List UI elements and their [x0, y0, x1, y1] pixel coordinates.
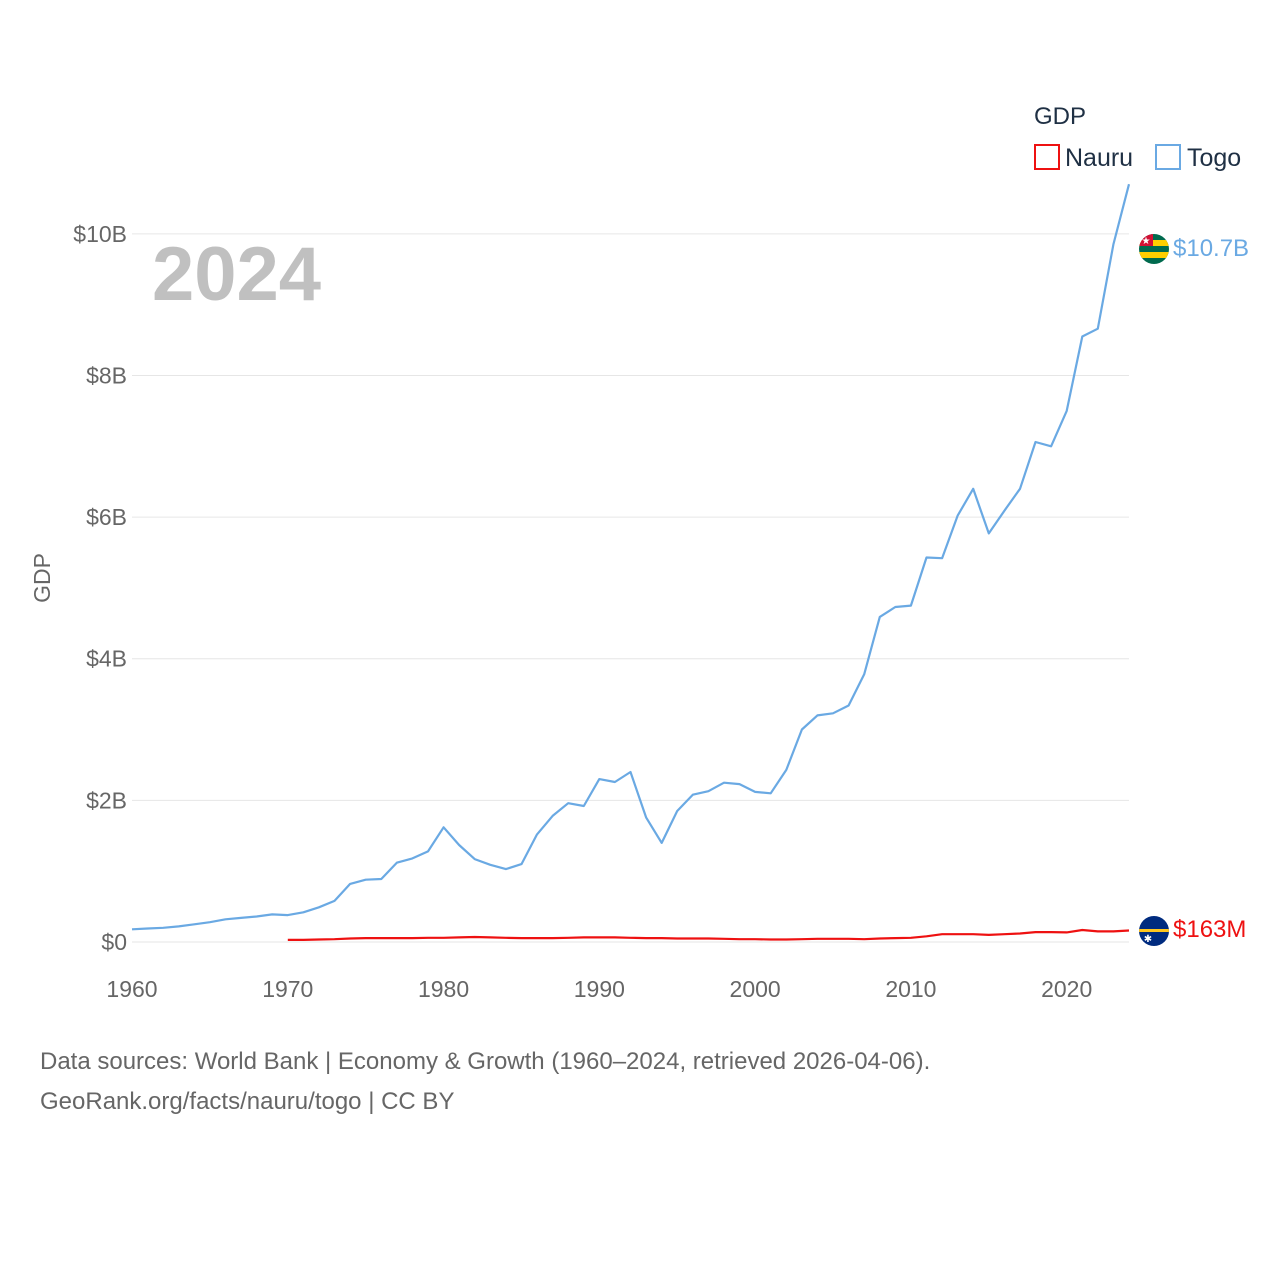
legend-title: GDP [1034, 103, 1086, 130]
series-lines [131, 183, 1131, 942]
x-tick-label: 1960 [106, 976, 157, 1002]
x-tick-label: 1970 [262, 976, 313, 1002]
legend-nauru-label[interactable]: Nauru [1065, 144, 1133, 172]
legend-togo-swatch[interactable] [1155, 144, 1181, 170]
togo-end-label: $10.7B [1173, 235, 1249, 262]
x-tick-label: 2000 [730, 976, 781, 1002]
year-display: 2024 [152, 232, 321, 317]
y-tick-label: $0 [101, 929, 127, 955]
x-tick-label: 1980 [418, 976, 469, 1002]
gdp-line-chart: $0 $2B $4B $6B $8B $10B 1960 1970 1980 1990 2000 2… [29, 103, 1249, 1002]
legend-togo-label[interactable]: Togo [1187, 144, 1241, 172]
series-line-nauru[interactable] [287, 928, 1130, 942]
gridlines [132, 233, 1129, 943]
y-tick-label: $8B [86, 362, 127, 388]
svg-text:★: ★ [1142, 236, 1151, 247]
y-axis-title: GDP [29, 553, 55, 603]
x-axis-ticks: 1960 1970 1980 1990 2000 2010 2020 [106, 976, 1092, 1002]
legend-nauru-swatch[interactable] [1034, 144, 1060, 170]
x-tick-label: 1990 [574, 976, 625, 1002]
y-tick-label: $6B [86, 504, 127, 530]
data-source-text: Data sources: World Bank | Economy & Gro… [40, 1048, 931, 1075]
y-tick-label: $2B [86, 787, 127, 813]
x-tick-label: 2010 [885, 976, 936, 1002]
attribution-text: GeoRank.org/facts/nauru/togo | CC BY [40, 1088, 455, 1115]
togo-flag-icon: ★ [1139, 234, 1169, 264]
legend: GDP Nauru Togo [1034, 103, 1241, 172]
y-tick-label: $4B [86, 646, 127, 672]
series-line-togo[interactable] [131, 183, 1131, 931]
footer: Data sources: World Bank | Economy & Gro… [40, 1042, 1240, 1122]
x-tick-label: 2020 [1041, 976, 1092, 1002]
y-tick-label: $10B [73, 221, 127, 247]
y-axis-ticks: $0 $2B $4B $6B $8B $10B [73, 221, 127, 955]
nauru-end-label: $163M [1173, 916, 1246, 943]
nauru-flag-icon: ✱ [1139, 916, 1169, 946]
svg-text:✱: ✱ [1144, 934, 1152, 945]
